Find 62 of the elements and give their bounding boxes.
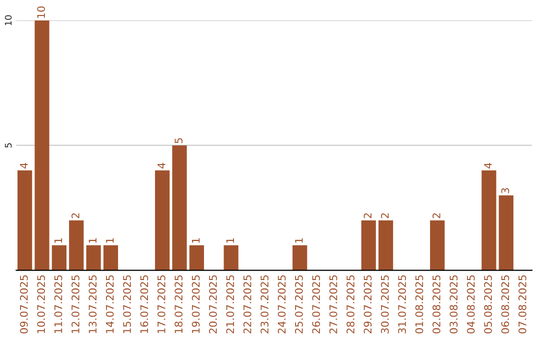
x-tick-label: 14.07.2025 — [106, 275, 114, 333]
data-label: 2 — [72, 213, 80, 218]
data-label: 1 — [88, 238, 96, 243]
x-tick-label: 13.07.2025 — [88, 275, 97, 333]
bar — [292, 245, 308, 270]
data-label: 1 — [192, 238, 200, 243]
bar — [155, 170, 170, 270]
bar — [52, 245, 66, 270]
x-tick-label: 06.08.2025 — [501, 275, 510, 334]
bar — [103, 245, 118, 270]
x-tick-label: 09.07.2025 — [20, 275, 28, 334]
data-label: 1 — [226, 238, 234, 243]
bar — [34, 20, 50, 270]
x-tick-label: 18.07.2025 — [174, 275, 183, 333]
bar — [361, 220, 376, 270]
x-tick-label: 11.07.2025 — [54, 275, 62, 333]
x-tick-label: 01.08.2025 — [415, 275, 424, 334]
x-tick-label: 19.07.2025 — [192, 275, 200, 333]
bar — [430, 220, 445, 270]
x-tick-label: 15.07.2025 — [123, 275, 131, 333]
data-label: 4 — [484, 162, 492, 168]
data-label: 5 — [174, 138, 183, 144]
bar — [378, 220, 394, 270]
bar — [17, 170, 32, 270]
x-tick-label: 20.07.2025 — [209, 275, 217, 334]
data-label: 4 — [158, 162, 166, 168]
bar — [224, 245, 238, 270]
x-tick-label: 05.08.2025 — [484, 275, 492, 334]
data-label: 10 — [37, 6, 46, 18]
bar — [498, 195, 514, 270]
data-label: 2 — [380, 213, 389, 218]
x-tick-label: 25.07.2025 — [294, 275, 303, 334]
x-tick-label: 29.07.2025 — [364, 275, 372, 334]
x-tick-label: 10.07.2025 — [37, 275, 46, 333]
x-tick-label: 16.07.2025 — [140, 275, 148, 333]
x-tick-label: 31.07.2025 — [398, 275, 406, 334]
data-label: 2 — [364, 213, 372, 218]
x-tick-label: 22.07.2025 — [243, 275, 252, 334]
bar — [172, 145, 187, 270]
bar — [69, 220, 84, 270]
x-tick-label: 28.07.2025 — [346, 275, 354, 334]
data-label: 1 — [106, 238, 114, 243]
x-tick-label: 04.08.2025 — [466, 275, 475, 334]
x-tick-label: 27.07.2025 — [329, 275, 338, 334]
x-tick-label: 12.07.2025 — [72, 275, 80, 333]
bar — [189, 245, 204, 270]
data-label: 4 — [20, 162, 28, 168]
x-tick-label: 17.07.2025 — [157, 275, 166, 333]
data-label: 1 — [54, 238, 62, 243]
x-tick-label: 24.07.2025 — [278, 275, 286, 334]
data-label: 3 — [501, 188, 510, 194]
x-tick-label: 02.08.2025 — [432, 275, 440, 334]
x-tick-label: 23.07.2025 — [260, 275, 268, 334]
bar — [482, 170, 496, 270]
data-label: 2 — [432, 213, 440, 218]
x-tick-label: 21.07.2025 — [226, 275, 234, 334]
data-label: 1 — [295, 238, 303, 243]
bar — [86, 245, 101, 270]
x-tick-label: 03.08.2025 — [450, 275, 458, 334]
x-tick-label: 30.07.2025 — [380, 275, 389, 334]
x-tick-label: 26.07.2025 — [312, 275, 320, 334]
x-tick-label: 07.08.2025 — [518, 275, 526, 334]
